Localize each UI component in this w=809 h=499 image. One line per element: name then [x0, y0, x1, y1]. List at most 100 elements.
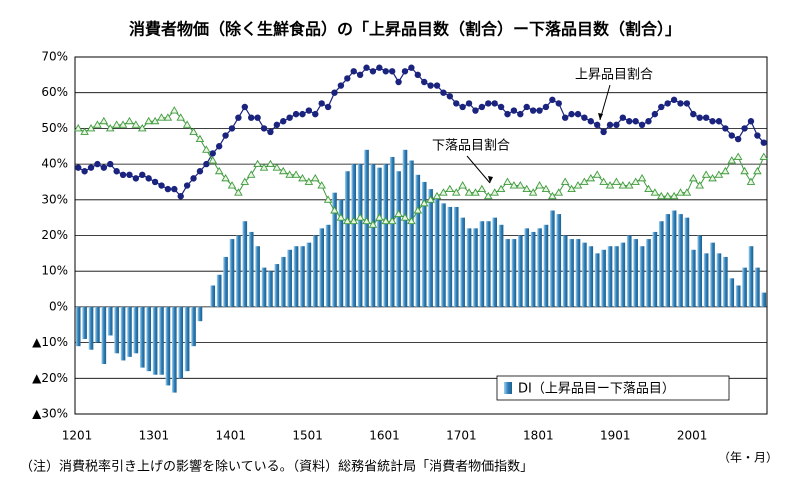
marker: [599, 177, 608, 185]
bar: [146, 306, 151, 372]
marker: [645, 118, 652, 125]
marker: [459, 103, 466, 111]
marker: [554, 188, 564, 196]
marker: [535, 181, 544, 189]
marker: [472, 107, 479, 114]
arrow-head: [488, 176, 493, 183]
marker: [445, 184, 455, 193]
bar: [133, 306, 139, 354]
line: [77, 109, 765, 226]
marker: [246, 170, 256, 178]
bar: [537, 228, 542, 307]
marker: [509, 181, 519, 189]
marker: [80, 127, 89, 135]
marker: [280, 118, 287, 125]
bar: [127, 306, 132, 357]
x-tick-label: 1701: [446, 429, 477, 443]
marker: [408, 64, 415, 71]
arrow-head: [598, 113, 603, 120]
bar: [95, 306, 100, 343]
bar: [332, 192, 337, 307]
bar: [159, 306, 164, 375]
marker: [715, 118, 723, 125]
marker: [259, 163, 269, 171]
y-tick-label: 30%: [41, 192, 68, 206]
bar: [75, 306, 81, 347]
y-tick-label: 20%: [41, 228, 68, 242]
y-tick-label: ▲10%: [32, 335, 68, 349]
marker: [439, 188, 448, 196]
bar: [684, 217, 690, 307]
marker: [304, 177, 314, 185]
marker: [171, 185, 178, 193]
marker: [529, 107, 537, 114]
marker: [112, 120, 121, 128]
bar: [550, 210, 555, 307]
bar: [197, 306, 203, 322]
marker: [701, 170, 711, 178]
bar: [485, 221, 491, 307]
marker: [528, 188, 538, 196]
marker: [260, 125, 268, 132]
marker: [483, 191, 493, 200]
marker: [600, 128, 607, 136]
marker: [330, 206, 339, 214]
series-label: 下落品目割合: [432, 138, 510, 154]
marker: [144, 116, 153, 125]
marker: [541, 184, 551, 193]
marker: [632, 118, 639, 125]
line: [77, 66, 765, 198]
marker: [458, 181, 467, 189]
marker: [331, 89, 338, 96]
marker: [490, 188, 499, 196]
marker: [733, 152, 743, 160]
bar: [114, 306, 119, 354]
marker: [228, 125, 236, 132]
bar: [421, 181, 427, 307]
bar: [107, 306, 113, 336]
bar: [556, 214, 562, 307]
x-axis-label: （年・月）: [718, 451, 778, 465]
x-tick-label: 1401: [216, 429, 247, 443]
marker: [137, 124, 147, 132]
marker: [453, 100, 460, 107]
bar: [678, 214, 683, 307]
marker: [164, 185, 172, 193]
bar: [383, 164, 389, 307]
marker: [299, 110, 306, 118]
bar: [172, 306, 177, 393]
bar: [473, 228, 478, 307]
marker: [151, 178, 159, 186]
bar: [338, 199, 344, 307]
marker: [208, 156, 218, 164]
x-tick-label: 1501: [292, 429, 323, 443]
marker: [381, 216, 391, 225]
marker: [695, 181, 705, 189]
marker: [388, 68, 396, 75]
marker: [105, 124, 115, 132]
marker: [587, 118, 594, 125]
bar: [569, 239, 574, 307]
marker: [605, 181, 615, 189]
bar: [255, 246, 260, 307]
bar: [453, 206, 459, 307]
marker: [516, 181, 525, 189]
marker: [182, 120, 192, 128]
marker: [196, 168, 204, 175]
marker: [407, 216, 416, 225]
marker: [464, 188, 474, 196]
marker: [618, 181, 628, 189]
bar: [492, 217, 497, 307]
bar: [665, 214, 670, 307]
marker: [663, 191, 672, 200]
bar: [306, 242, 312, 307]
marker: [753, 166, 762, 175]
marker: [759, 152, 769, 160]
marker: [619, 114, 627, 121]
marker: [107, 160, 114, 168]
marker: [567, 184, 576, 193]
marker: [746, 177, 756, 185]
marker: [336, 213, 346, 221]
bar: [460, 217, 465, 307]
